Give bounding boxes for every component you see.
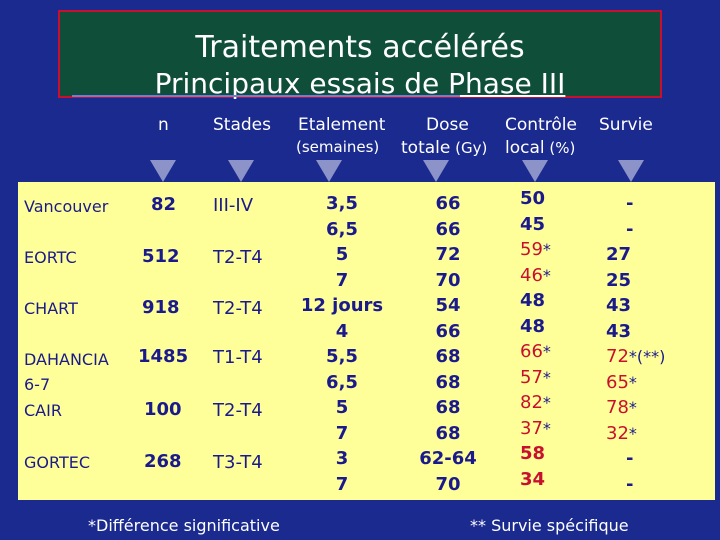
title-box: Traitements accélérés Principaux essais … bbox=[58, 10, 662, 100]
etalement-value: 5,5 bbox=[326, 346, 358, 367]
slide-title: Traitements accélérés bbox=[195, 30, 525, 65]
controle-value: 59* bbox=[520, 239, 551, 260]
etalement-value: 4 bbox=[335, 320, 349, 342]
arrow-down-icon bbox=[522, 160, 548, 182]
dose-value: 68 bbox=[435, 422, 461, 444]
trial-name-line2: 6-7 bbox=[24, 375, 51, 394]
etalement-value: 12 jours bbox=[300, 295, 384, 316]
header-dose-word: totale bbox=[401, 138, 451, 158]
dose-value: 68 bbox=[435, 371, 461, 393]
trial-stades: III-IV bbox=[213, 195, 254, 216]
dose-value: 72 bbox=[435, 244, 461, 265]
survie-value: 43 bbox=[606, 295, 632, 316]
dose-value: 66 bbox=[435, 193, 461, 214]
etalement-value: 6,5 bbox=[326, 371, 358, 393]
arrow-down-icon bbox=[228, 160, 254, 182]
footnote-survie-specifique: ** Survie spécifique bbox=[470, 516, 629, 535]
controle-value: 50 bbox=[520, 188, 546, 209]
footnote-significance: *Différence significative bbox=[88, 516, 280, 535]
header-stades: Stades bbox=[213, 115, 271, 135]
survie-value: 27 bbox=[606, 244, 632, 265]
survie-value: 43 bbox=[606, 320, 632, 342]
dose-value: 70 bbox=[435, 473, 461, 495]
survie-value: - bbox=[626, 193, 634, 214]
trial-stades: T2-T4 bbox=[213, 400, 263, 421]
controle-value: 58 bbox=[520, 443, 546, 464]
etalement-value: 5 bbox=[335, 244, 349, 265]
controle-value: 48 bbox=[520, 315, 546, 337]
trial-stades: T2-T4 bbox=[213, 298, 263, 319]
controle-value: 37* bbox=[520, 417, 551, 439]
trial-name: GORTEC bbox=[24, 453, 90, 472]
etalement-value: 5 bbox=[335, 397, 349, 418]
trial-name: CAIR bbox=[24, 401, 62, 420]
dose-value: 66 bbox=[435, 320, 461, 342]
controle-value: 34 bbox=[520, 468, 546, 490]
dose-value: 68 bbox=[435, 346, 461, 367]
trial-name: CHART bbox=[24, 299, 78, 318]
trial-n: 512 bbox=[142, 246, 180, 267]
controle-value: 46* bbox=[520, 264, 551, 286]
survie-value: 78* bbox=[606, 397, 637, 418]
etalement-value: 3 bbox=[335, 448, 349, 469]
data-panel bbox=[18, 182, 715, 500]
dose-value: 66 bbox=[435, 218, 461, 240]
header-controle: Contrôle bbox=[505, 115, 577, 135]
header-controle-word: local bbox=[505, 138, 545, 158]
header-dose-unit: (Gy) bbox=[455, 139, 488, 157]
trial-n: 268 bbox=[144, 451, 182, 472]
trial-stades: T2-T4 bbox=[213, 247, 263, 268]
dose-value: 62-64 bbox=[419, 448, 477, 469]
trial-stades: T1-T4 bbox=[213, 347, 263, 368]
dose-column: 66 66 72 70 54 66 68 68 68 68 62-64 70 bbox=[408, 191, 488, 497]
survie-value: 72*(**) bbox=[606, 346, 666, 367]
controle-value: 48 bbox=[520, 290, 546, 311]
header-survie: Survie bbox=[599, 115, 653, 135]
etalement-value: 7 bbox=[335, 269, 349, 291]
arrow-down-icon bbox=[423, 160, 449, 182]
etalement-value: 7 bbox=[335, 473, 349, 495]
etalement-column: 3,5 6,5 5 7 12 jours 4 5,5 6,5 5 7 3 7 bbox=[283, 191, 401, 497]
header-controle-unit: (%) bbox=[549, 139, 576, 157]
trial-n: 918 bbox=[142, 297, 180, 318]
arrow-down-icon bbox=[316, 160, 342, 182]
header-dose-sub: totale (Gy) bbox=[401, 138, 487, 158]
survie-value: 32* bbox=[606, 422, 637, 444]
slide-subtitle: Principaux essais de Phase III bbox=[154, 67, 566, 100]
trial-n: 100 bbox=[144, 399, 182, 420]
etalement-value: 7 bbox=[335, 422, 349, 444]
controle-value: 66* bbox=[520, 341, 551, 362]
controle-value: 57* bbox=[520, 366, 551, 388]
arrow-down-icon bbox=[618, 160, 644, 182]
survie-value: - bbox=[626, 448, 634, 469]
trial-name: Vancouver bbox=[24, 197, 109, 216]
controle-column: 50 45 59* 46* 48 48 66* 57* 82* 37* 58 34 bbox=[520, 186, 590, 492]
header-etalement: Etalement bbox=[298, 115, 386, 135]
controle-value: 45 bbox=[520, 213, 546, 235]
survie-value: - bbox=[626, 218, 634, 240]
trial-name: EORTC bbox=[24, 248, 77, 267]
survie-column: - - 27 25 43 43 72*(**) 65* 78* 32* - - bbox=[606, 191, 706, 497]
survie-value: 65* bbox=[606, 371, 637, 393]
etalement-value: 3,5 bbox=[326, 193, 358, 214]
header-controle-sub: local (%) bbox=[505, 138, 575, 158]
controle-value: 82* bbox=[520, 392, 551, 413]
trial-n: 1485 bbox=[138, 346, 189, 367]
trial-n: 82 bbox=[151, 194, 177, 215]
survie-value: 25 bbox=[606, 269, 632, 291]
dose-value: 70 bbox=[435, 269, 461, 291]
dose-value: 54 bbox=[435, 295, 461, 316]
trial-name: DAHANCIA bbox=[24, 350, 109, 369]
header-n: n bbox=[158, 115, 169, 135]
etalement-value: 6,5 bbox=[326, 218, 358, 240]
header-dose: Dose bbox=[426, 115, 469, 135]
dose-value: 68 bbox=[435, 397, 461, 418]
title-rule bbox=[72, 95, 460, 97]
trial-stades: T3-T4 bbox=[213, 452, 263, 473]
survie-value: - bbox=[626, 473, 634, 495]
arrow-down-icon bbox=[150, 160, 176, 182]
header-etalement-unit: (semaines) bbox=[296, 138, 380, 156]
